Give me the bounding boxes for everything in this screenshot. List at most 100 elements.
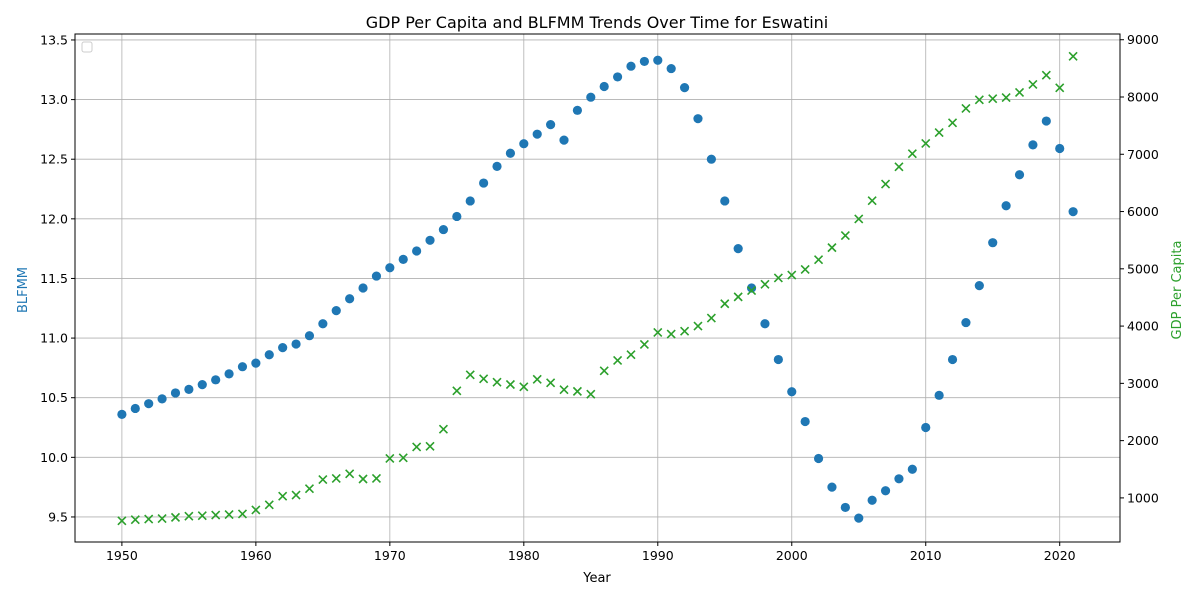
gdp-point [278, 491, 288, 501]
grid [75, 34, 1120, 542]
right-y-tick-label: 4000 [1127, 319, 1159, 334]
gdp-point [358, 474, 368, 484]
right-y-tick-label: 1000 [1127, 490, 1159, 505]
blfmm-point [479, 178, 489, 188]
left-y-tick-label: 12.5 [40, 152, 68, 167]
blfmm-point [880, 486, 891, 496]
gdp-point [546, 378, 556, 388]
right-y-tick-label: 9000 [1127, 32, 1159, 47]
gdp-point [505, 379, 515, 390]
gdp-point [586, 389, 596, 399]
gdp-point [412, 442, 422, 452]
plot-frame [74, 33, 1121, 543]
blfmm-series [117, 55, 1078, 523]
gdp-point [224, 509, 234, 520]
blfmm-point [425, 235, 435, 245]
blfmm-point [666, 63, 676, 74]
x-tick-label: 1990 [642, 548, 674, 563]
gdp-point [1041, 70, 1051, 80]
blfmm-point [1055, 143, 1065, 154]
gdp-point [974, 95, 984, 105]
gdp-point [144, 514, 154, 524]
gdp-point [639, 339, 649, 349]
blfmm-point [572, 105, 583, 115]
gdp-point [519, 382, 529, 392]
gdp-point [1055, 83, 1065, 93]
gdp-point [827, 243, 837, 253]
blfmm-point [947, 354, 958, 365]
gdp-point [211, 510, 221, 520]
gdp-point [197, 511, 207, 521]
gdp-point [117, 516, 127, 526]
gdp-point [479, 374, 489, 384]
x-tick-label: 1960 [240, 548, 272, 563]
gdp-point [385, 453, 395, 463]
blfmm-point [412, 246, 422, 256]
blfmm-point [760, 319, 770, 329]
gdp-point [854, 214, 864, 224]
blfmm-point [921, 422, 931, 433]
gdp-point [170, 512, 181, 522]
blfmm-point [733, 244, 743, 254]
blfmm-point [452, 211, 462, 222]
gdp-point [157, 513, 167, 524]
x-tick-label: 1970 [374, 548, 406, 563]
blfmm-point [974, 281, 984, 291]
blfmm-point [679, 83, 690, 93]
blfmm-point [559, 135, 569, 145]
gdp-point [304, 484, 315, 494]
x-axis-label: Year [582, 571, 611, 586]
gdp-point [720, 299, 730, 309]
gdp-point [184, 511, 194, 521]
blfmm-point [840, 502, 850, 513]
gdp-point [760, 279, 770, 289]
legend-box [81, 41, 93, 53]
blfmm-point [1001, 201, 1011, 211]
gdp-point [921, 138, 931, 148]
blfmm-point [318, 319, 328, 329]
left-y-tick-label: 9.5 [48, 509, 68, 524]
gdp-point [680, 326, 690, 336]
blfmm-point [519, 139, 529, 149]
gdp-point [371, 473, 382, 483]
blfmm-point [358, 283, 368, 293]
gdp-point [613, 355, 623, 366]
blfmm-point [532, 129, 542, 139]
blfmm-point [130, 403, 140, 414]
gdp-point [947, 118, 958, 128]
gdp-point [264, 500, 274, 510]
left-y-axis: 9.5 10.0 10.5 11.0 11.5 12.0 12.5 13.0 13.5 [40, 32, 75, 524]
left-y-tick-label: 13.5 [40, 32, 68, 47]
blfmm-point [264, 350, 274, 360]
blfmm-point [331, 306, 341, 316]
blfmm-point [626, 61, 636, 71]
blfmm-point [144, 399, 154, 409]
gdp-point [251, 505, 261, 515]
blfmm-point [304, 331, 315, 341]
gdp-point [291, 490, 301, 500]
blfmm-point [385, 263, 395, 273]
gdp-point [666, 329, 676, 339]
gdp-point [465, 370, 475, 380]
blfmm-point [854, 513, 864, 523]
gdp-point [1014, 87, 1025, 97]
gdp-point [800, 264, 810, 274]
blfmm-point [907, 464, 917, 474]
blfmm-point [211, 375, 221, 385]
blfmm-point [693, 114, 703, 124]
chart-title: GDP Per Capita and BLFMM Trends Over Tim… [366, 13, 829, 32]
blfmm-point [117, 409, 127, 420]
right-y-axis-label: GDP Per Capita [1170, 241, 1185, 340]
blfmm-point [505, 148, 516, 158]
blfmm-point [1028, 140, 1038, 150]
gdp-point [599, 366, 609, 376]
left-y-tick-label: 10.5 [40, 390, 68, 405]
x-axis: 1950 1960 1970 1980 1990 2000 2010 2020 [106, 542, 1076, 563]
blfmm-point [894, 474, 904, 484]
gdp-point [693, 321, 703, 331]
blfmm-point [934, 390, 944, 400]
gdp-point [867, 196, 877, 206]
blfmm-point [988, 238, 998, 248]
blfmm-point [720, 196, 730, 206]
blfmm-point [867, 495, 877, 505]
